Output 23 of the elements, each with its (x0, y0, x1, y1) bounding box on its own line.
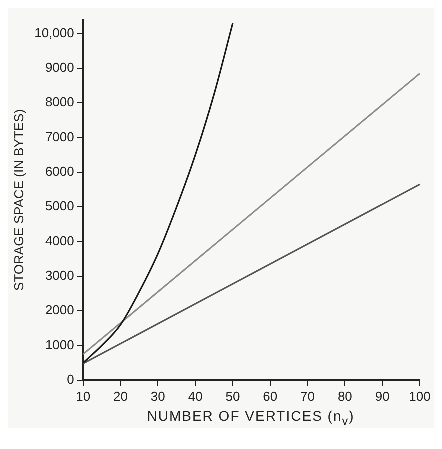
x-tick-label: 50 (226, 388, 240, 404)
x-tick-label: 10 (76, 388, 91, 404)
y-tick-label: 5000 (45, 198, 74, 214)
x-tick-label: 30 (150, 388, 166, 404)
y-tick-label: 3000 (45, 268, 74, 284)
y-tick-label: 7000 (45, 129, 74, 144)
x-tick-label: 90 (375, 388, 390, 404)
y-tick-label: 2000 (45, 302, 74, 318)
x-tick-label: 40 (188, 388, 203, 404)
x-tick-label: 100 (409, 388, 431, 404)
y-tick-label: 9000 (45, 60, 74, 76)
y-tick-label: 10,000 (34, 25, 74, 40)
y-tick-label: 6000 (45, 164, 74, 180)
x-tick-label: 20 (114, 388, 128, 404)
y-axis-title: STORAGE SPACE (IN BYTES) (11, 109, 26, 291)
x-tick-label: 70 (300, 388, 316, 404)
y-tick-label: 1000 (45, 337, 74, 352)
y-tick-label: 8000 (45, 94, 74, 110)
y-tick-label: 0 (67, 372, 74, 387)
x-tick-label: 60 (263, 388, 278, 404)
y-tick-label: 4000 (45, 233, 74, 248)
x-tick-label: 80 (338, 388, 352, 404)
x-axis-title: NUMBER OF VERTICES (n$_{v}$) (146, 408, 356, 428)
